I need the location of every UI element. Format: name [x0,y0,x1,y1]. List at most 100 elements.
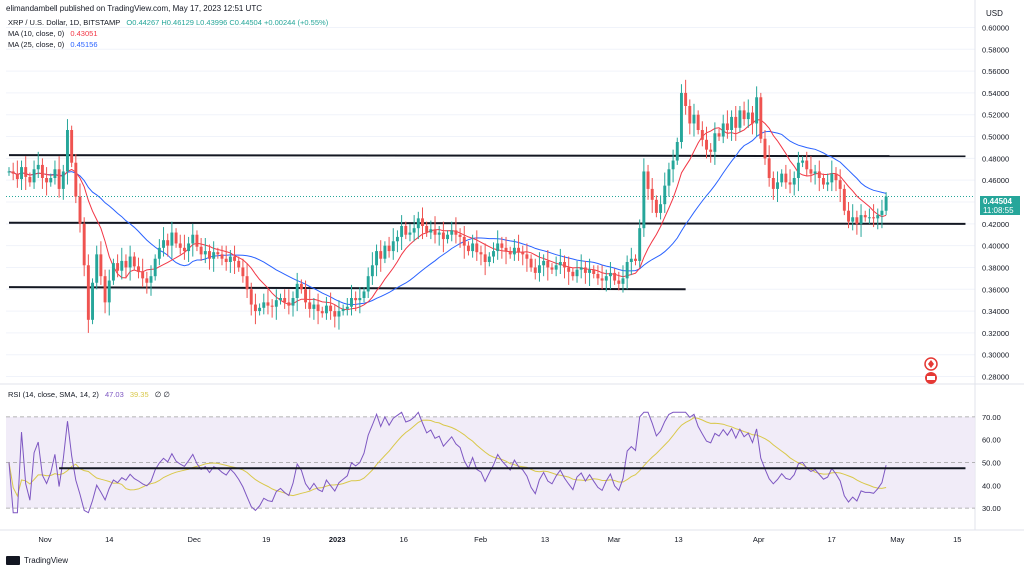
bar-countdown: 11:08:55 [983,206,1014,215]
candle-body [496,243,500,252]
candle-body [49,178,53,183]
candle-body [696,114,700,130]
rsi-tick-label: 60.00 [982,436,1001,445]
candle-body [216,252,220,255]
candle-body [312,304,316,309]
candle-body [304,289,308,303]
candle-body [512,247,516,255]
candle-body [111,263,115,281]
candle-body [279,298,282,301]
candle-body [358,298,362,301]
candle-body [153,258,157,277]
event-icons[interactable] [924,357,938,384]
time-tick-label: Apr [753,535,765,544]
candle-body [855,217,859,224]
candle-body [537,265,541,273]
candle-body [838,180,842,189]
candle-body [767,158,771,178]
candle-body [847,210,850,222]
candle-body [780,173,784,183]
candle-body [208,251,211,259]
candle-body [558,262,562,266]
candle-body [454,230,458,235]
candle-body [725,123,729,130]
candle-body [667,169,671,186]
rsi-line [8,411,887,514]
rsi-legend-row: RSI (14, close, SMA, 14, 2) 47.03 39.35 … [8,390,174,399]
candle-body [408,232,412,235]
ma10-legend-row: MA (10, close, 0) 0.43051 [8,29,102,38]
candle-body [132,256,136,267]
price-chart[interactable]: 0.60000 0.58000 0.56000 0.54000 0.52000 0.500… [0,0,1024,552]
candle-body [78,196,82,224]
candle-body [324,305,328,314]
candle-body [283,298,287,303]
ma10-label[interactable]: MA (10, close, 0) [8,29,65,38]
candle-body [446,234,450,240]
candle-body [575,269,579,277]
candle-body [784,173,788,183]
candle-body [40,164,44,178]
candle-body [604,276,608,281]
symbol-name[interactable]: XRP / U.S. Dollar, 1D, BITSTAMP [8,18,121,27]
rsi-extra: ∅ ∅ [154,390,170,399]
candle-body [730,116,734,130]
candle-body [191,234,195,244]
candle-body [483,254,487,262]
candle-body [646,171,650,189]
candle-body [717,133,721,137]
price-tick-label: 0.32000 [982,329,1009,338]
sr-line [8,286,686,291]
candle-body [316,304,320,312]
candle-body [174,232,178,244]
candle-body [867,217,871,219]
time-tick-label: 2023 [329,535,346,544]
candle-body [350,298,353,307]
candle-body [270,305,274,307]
candle-body [621,278,625,284]
candle-body [859,215,863,224]
candle-body [199,246,203,255]
candle-body [99,254,103,277]
price-tick-label: 0.50000 [982,133,1009,142]
candle-body [583,267,587,273]
candle-body [333,311,337,317]
candle-body [579,267,583,270]
candle-body [776,182,779,189]
candle-body [228,256,232,262]
candle-body [608,272,612,277]
ma25-legend-row: MA (25, close, 0) 0.45156 [8,40,102,49]
candle-body [66,130,69,172]
footer-brand[interactable]: TradingView [24,556,69,565]
candle-body [141,271,145,279]
candle-body [529,258,533,268]
candle-body [746,112,750,120]
price-axis: 0.60000 0.58000 0.56000 0.54000 0.52000 0.500… [982,23,1009,513]
rsi-label[interactable]: RSI (14, close, SMA, 14, 2) [8,390,99,399]
candle-body [441,232,445,240]
candle-body [203,251,207,255]
candle-body [233,256,237,261]
time-tick-label: 15 [953,535,961,544]
flag-icon-mark [927,376,935,380]
candle-body [70,130,74,163]
candle-body [705,139,708,150]
candle-body [554,265,558,270]
candle-body [387,245,391,252]
candle-body [492,251,495,257]
rsi-value: 47.03 [104,390,124,399]
candle-body [738,110,742,128]
rsi-background [6,416,975,509]
candle-body [834,173,838,181]
ma25-label[interactable]: MA (25, close, 0) [8,40,65,49]
currency-label: USD [986,9,1003,18]
ma10-line [8,119,887,311]
candle-body [550,267,554,270]
sr-line [8,221,966,225]
candle-body [533,267,537,273]
alert-icon-mark [928,360,934,368]
candle-body [137,266,140,272]
time-tick-label: 13 [674,535,682,544]
candle-body [253,304,257,312]
candle-body [354,298,358,301]
